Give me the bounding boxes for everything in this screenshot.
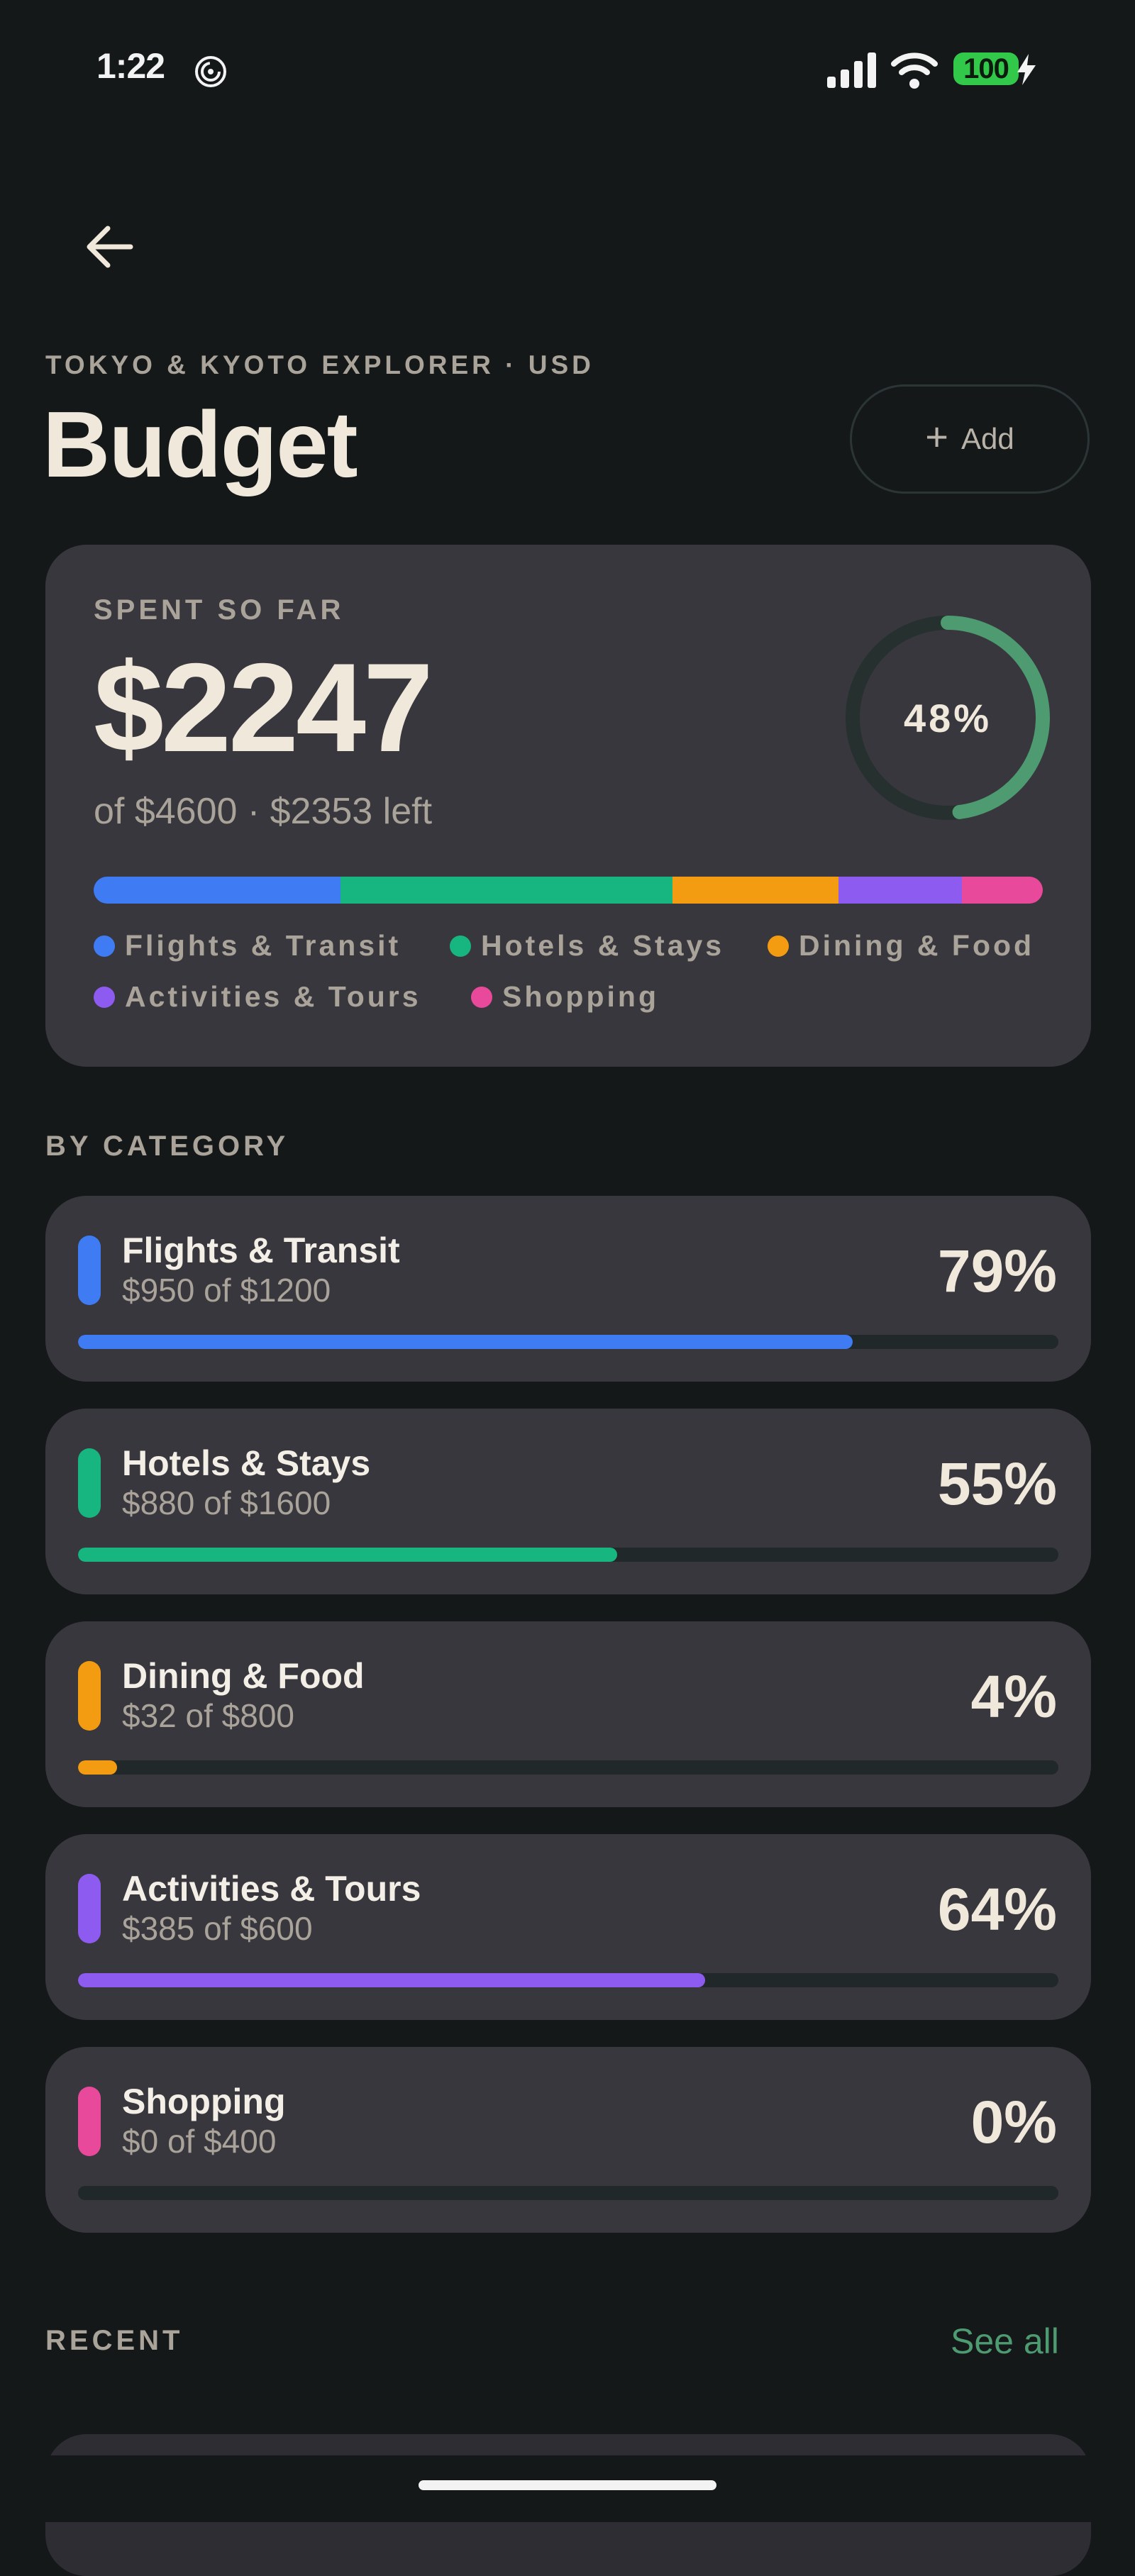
category-amount: $32 of $800 <box>122 1697 295 1734</box>
see-all-link[interactable]: See all <box>951 2321 1059 2361</box>
category-accent <box>78 2087 101 2156</box>
spent-percent: 48% <box>903 695 992 740</box>
legend-activities: Activities & Tours <box>94 980 421 1014</box>
legend-dot <box>471 986 492 1008</box>
stacked-segment <box>672 877 839 904</box>
page-title: Budget <box>43 392 358 496</box>
legend-dot <box>768 935 789 957</box>
category-progress-fill <box>78 1548 618 1562</box>
category-progress-fill <box>78 1335 853 1349</box>
category-name: Dining & Food <box>122 1656 365 1696</box>
category-name: Activities & Tours <box>122 1869 421 1909</box>
spent-progress-ring <box>846 616 1050 820</box>
category-percent: 64% <box>937 1876 1057 1943</box>
battery-indicator: 100 <box>953 52 1019 85</box>
wifi-icon <box>891 52 938 89</box>
status-time: 1:22 <box>96 46 165 86</box>
category-stacked-bar <box>94 877 1043 904</box>
trip-subtitle: TOKYO & KYOTO EXPLORER · USD <box>45 350 594 379</box>
category-percent: 0% <box>970 2089 1057 2155</box>
category-card-shopping[interactable]: Shopping $0 of $400 0% <box>45 2047 1091 2233</box>
stacked-segment <box>94 877 340 904</box>
spent-amount: $2247 <box>94 637 433 778</box>
category-amount: $950 of $1200 <box>122 1272 331 1309</box>
add-expense-button[interactable]: + Add <box>850 384 1090 494</box>
category-name: Flights & Transit <box>122 1231 400 1270</box>
plus-icon: + <box>925 414 948 459</box>
add-button-label: Add <box>960 422 1014 455</box>
category-accent <box>78 1661 101 1731</box>
category-accent <box>78 1448 101 1518</box>
legend-label: Activities & Tours <box>125 980 421 1013</box>
category-card-flights[interactable]: Flights & Transit $950 of $1200 79% <box>45 1196 1091 1382</box>
category-progress-fill <box>78 1973 706 1987</box>
budget-remaining-text: of $4600 · $2353 left <box>94 791 433 832</box>
legend-label: Shopping <box>502 980 660 1013</box>
category-name: Hotels & Stays <box>122 1443 371 1483</box>
spent-label: SPENT SO FAR <box>94 594 345 626</box>
legend-label: Hotels & Stays <box>481 929 725 962</box>
back-arrow-icon[interactable] <box>82 218 139 275</box>
cellular-signal-icon <box>827 52 876 88</box>
category-progress-track <box>78 1548 1058 1562</box>
stacked-segment <box>340 877 673 904</box>
home-indicator[interactable] <box>419 2480 716 2490</box>
stacked-segment <box>962 877 1043 904</box>
legend-label: Flights & Transit <box>125 929 402 962</box>
charging-bolt-icon <box>1017 54 1036 85</box>
legend-dot <box>450 935 471 957</box>
category-amount: $0 of $400 <box>122 2123 277 2160</box>
legend-flights: Flights & Transit <box>94 929 401 962</box>
legend-hotels: Hotels & Stays <box>450 929 724 962</box>
category-percent: 55% <box>937 1450 1057 1517</box>
recent-heading: RECENT <box>45 2325 184 2356</box>
category-accent <box>78 1236 101 1305</box>
by-category-heading: BY CATEGORY <box>45 1131 289 1162</box>
category-amount: $880 of $1600 <box>122 1484 331 1521</box>
category-progress-fill <box>78 1760 118 1775</box>
category-progress-track <box>78 1760 1058 1775</box>
category-amount: $385 of $600 <box>122 1910 313 1947</box>
category-progress-track <box>78 1973 1058 1987</box>
category-card-activities[interactable]: Activities & Tours $385 of $600 64% <box>45 1834 1091 2020</box>
category-card-dining[interactable]: Dining & Food $32 of $800 4% <box>45 1621 1091 1807</box>
legend-dot <box>94 986 115 1008</box>
category-percent: 79% <box>937 1238 1057 1304</box>
category-progress-track <box>78 2186 1058 2200</box>
category-progress-track <box>78 1335 1058 1349</box>
legend-label: Dining & Food <box>799 929 1035 962</box>
spiral-icon <box>195 56 226 87</box>
category-accent <box>78 1874 101 1943</box>
stacked-segment <box>838 877 963 904</box>
category-percent: 4% <box>970 1663 1057 1730</box>
legend-dot <box>94 935 115 957</box>
category-name: Shopping <box>122 2082 286 2121</box>
legend-shopping: Shopping <box>471 980 659 1014</box>
legend-dining: Dining & Food <box>768 929 1034 962</box>
category-card-hotels[interactable]: Hotels & Stays $880 of $1600 55% <box>45 1409 1091 1594</box>
